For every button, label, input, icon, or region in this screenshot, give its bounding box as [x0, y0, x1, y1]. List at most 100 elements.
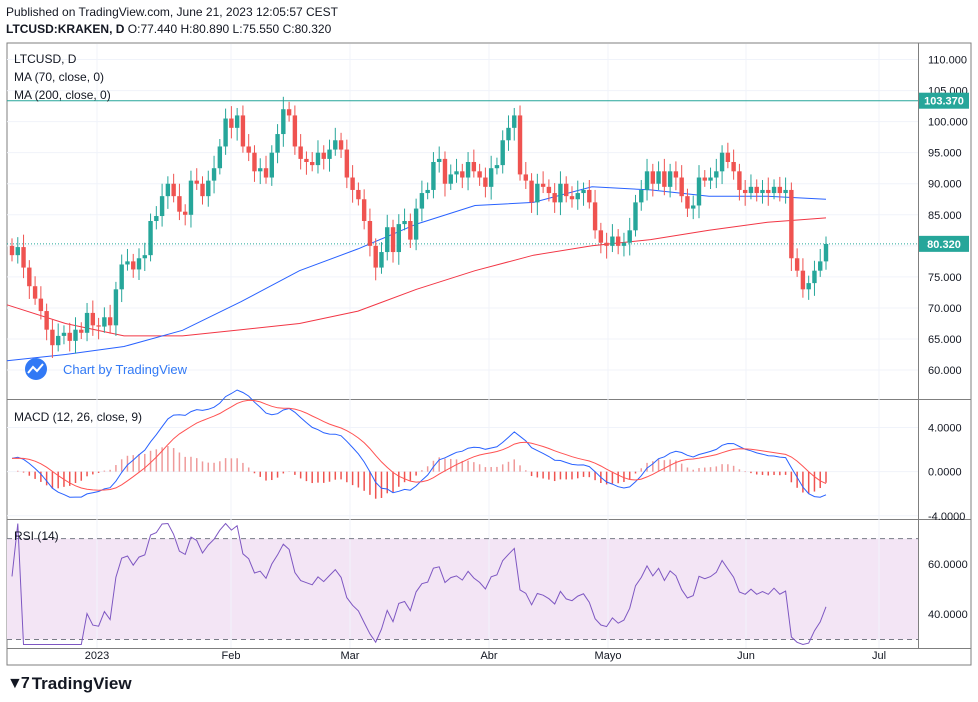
candle-body	[269, 152, 274, 178]
candle-body	[234, 115, 240, 128]
candle-body	[171, 183, 176, 197]
tradingview-logo[interactable]: ▼7 TradingView	[7, 674, 132, 694]
candle-body	[194, 180, 199, 184]
candle-body	[344, 149, 350, 178]
candle-body	[9, 245, 15, 256]
candle-body	[90, 312, 96, 326]
candle-body	[367, 221, 373, 246]
candle-body	[327, 149, 332, 159]
candle-body	[517, 115, 523, 175]
macd-lines	[11, 389, 827, 498]
candle-body	[771, 186, 777, 194]
signal-line	[11, 399, 827, 491]
candle-body	[333, 140, 338, 150]
candle-body	[650, 171, 656, 184]
legend-rsi: RSI (14)	[14, 529, 59, 543]
candle-body	[610, 236, 615, 246]
candle-body	[356, 189, 361, 200]
candle-body	[812, 270, 817, 284]
candle-body	[702, 177, 707, 181]
time-tick-label: Feb	[222, 650, 241, 662]
candle-body	[390, 227, 396, 253]
candle-body	[437, 158, 442, 162]
candle-body	[679, 177, 684, 197]
price-tick-label: 100.000	[928, 117, 968, 129]
candle-body	[523, 174, 529, 181]
time-tick-label: Jul	[872, 650, 886, 662]
price-tick-label: 75.000	[928, 272, 962, 284]
candle-body	[385, 227, 390, 253]
candle-body	[263, 168, 269, 178]
candle-body	[662, 171, 667, 187]
candle-body	[691, 205, 696, 209]
candle-body	[766, 189, 771, 194]
tradingview-logo-icon: ▼7	[7, 675, 30, 692]
price-label-box	[919, 92, 969, 109]
price-tick-label: 85.000	[928, 210, 962, 222]
candle-body	[587, 189, 592, 203]
candle-body	[408, 221, 413, 240]
candle-body	[627, 230, 632, 243]
candle-body	[252, 152, 257, 172]
candle-body	[350, 177, 355, 190]
candles-group[interactable]	[9, 96, 829, 358]
candle-body	[615, 236, 621, 246]
candle-body	[454, 171, 459, 175]
candle-body	[789, 189, 794, 259]
candle-body	[737, 171, 742, 190]
candle-body	[73, 329, 78, 341]
candle-body	[281, 109, 286, 135]
candle-body	[639, 189, 644, 203]
symbol-label: LTCUSD:KRAKEN, D	[6, 22, 125, 36]
price-tick-label: 65.000	[928, 334, 962, 346]
candle-body	[719, 152, 725, 172]
candle-body	[465, 162, 471, 178]
candle-body	[656, 171, 661, 184]
macd-line	[11, 389, 827, 498]
candle-body	[512, 115, 517, 128]
legend-symbol: LTCUSD, D	[14, 52, 77, 66]
candle-body	[471, 162, 477, 172]
candle-body	[800, 270, 806, 290]
candle-body	[211, 168, 217, 181]
candle-body	[760, 189, 765, 194]
rsi-tick-label: 40.0000	[928, 609, 968, 621]
candle-body	[125, 261, 130, 265]
rsi-tick-label: 60.0000	[928, 559, 968, 571]
candle-body	[818, 261, 823, 271]
candle-body	[500, 140, 505, 166]
watermark[interactable]: Chart by TradingView	[25, 358, 188, 380]
candle-body	[742, 189, 748, 194]
candle-body	[581, 189, 586, 194]
candle-body	[246, 146, 251, 153]
candle-body	[38, 298, 44, 312]
candle-body	[506, 127, 511, 141]
candle-body	[725, 152, 731, 162]
candle-body	[177, 196, 182, 212]
candle-body	[540, 183, 546, 187]
candle-body	[598, 230, 604, 243]
price-label-box	[919, 235, 969, 252]
candle-body	[477, 171, 482, 178]
candle-body	[315, 152, 321, 166]
candle-body	[50, 329, 55, 346]
candle-body	[823, 243, 829, 262]
price-tick-label: 110.000	[928, 55, 967, 67]
candle-body	[569, 196, 575, 200]
candle-body	[292, 115, 298, 147]
macd-tick-label: 0.0000	[928, 467, 962, 479]
candle-body	[419, 193, 425, 209]
candle-body	[159, 196, 165, 217]
candle-body	[21, 247, 26, 268]
candle-body	[44, 311, 49, 330]
price-tick-label: 70.000	[928, 303, 962, 315]
candle-body	[61, 332, 67, 336]
candle-body	[535, 183, 540, 203]
candle-body	[304, 158, 309, 162]
candle-body	[783, 189, 788, 194]
ma200-line	[6, 217, 827, 337]
symbol-ohlc-line: LTCUSD:KRAKEN, D O:77.440 H:80.890 L:75.…	[6, 22, 331, 36]
macd-tick-label: -4.0000	[928, 511, 965, 523]
candle-body	[714, 171, 719, 178]
